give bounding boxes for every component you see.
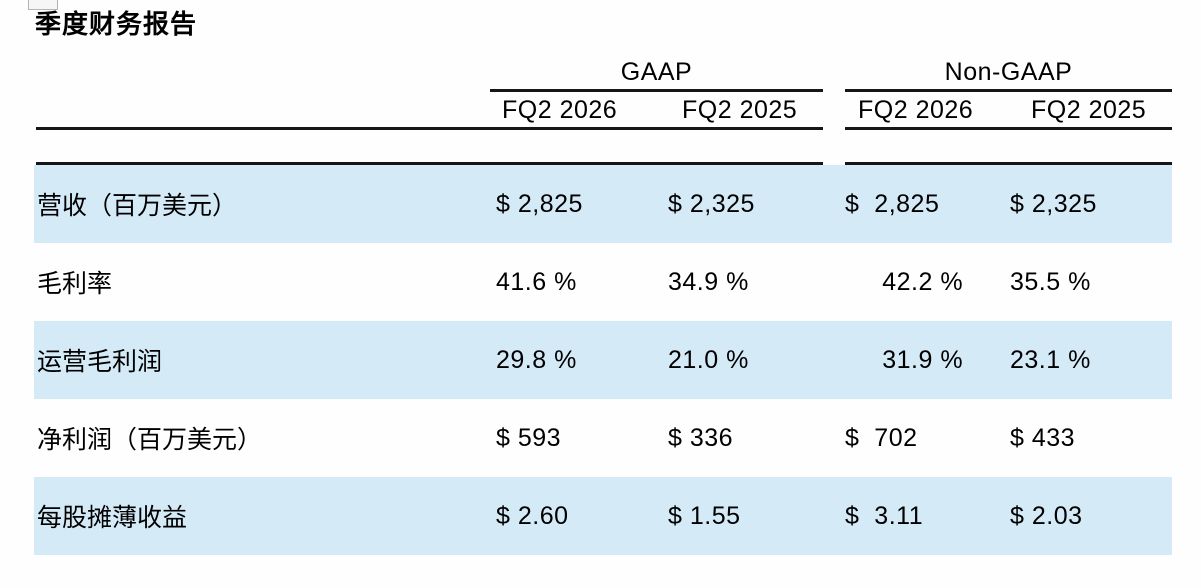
cell-non-gaap-fq2-2025: 35.5 %: [1010, 267, 1091, 296]
row-label: 运营毛利润: [37, 347, 163, 376]
row-label: 营收（百万美元）: [37, 191, 238, 220]
row-label: 毛利率: [37, 269, 113, 298]
col-header-gaap-fq2-2026: FQ2 2026: [502, 96, 618, 124]
table-row-diluted-eps: 每股摊薄收益 $ 2.60 $ 1.55 $ 3.11 $ 2.03: [34, 477, 1172, 555]
table-handle-artifact: [28, 0, 58, 10]
cell-gaap-fq2-2025: 21.0 %: [668, 345, 749, 374]
col-header-non-gaap-fq2-2026: FQ2 2026: [858, 96, 974, 124]
rule-body-top-left: [36, 162, 823, 165]
col-header-gaap-fq2-2025: FQ2 2025: [682, 96, 798, 124]
column-group-non-gaap: Non-GAAP: [944, 58, 1073, 86]
rule-gaap-underline: [490, 89, 823, 92]
cell-non-gaap-fq2-2025: $ 2,325: [1010, 189, 1097, 218]
row-label: 每股摊薄收益: [37, 503, 188, 532]
rule-non-gaap-underline: [845, 89, 1172, 92]
column-group-gaap: GAAP: [620, 58, 693, 86]
cell-gaap-fq2-2025: $ 2,325: [668, 189, 755, 218]
cell-gaap-fq2-2026: $ 2.60: [496, 501, 569, 530]
cell-non-gaap-fq2-2025: $ 433: [1010, 423, 1076, 452]
col-header-non-gaap-fq2-2025: FQ2 2025: [1031, 96, 1147, 124]
cell-gaap-fq2-2025: $ 1.55: [668, 501, 741, 530]
cell-gaap-fq2-2025: $ 336: [668, 423, 734, 452]
cell-non-gaap-fq2-2026: $ 3.11: [845, 501, 924, 530]
cell-non-gaap-fq2-2025: 23.1 %: [1010, 345, 1091, 374]
table-row-gross-margin: 毛利率 41.6 % 34.9 % 42.2 % 35.5 %: [34, 243, 1172, 321]
cell-gaap-fq2-2026: 29.8 %: [496, 345, 577, 374]
rule-header-bottom-right: [845, 127, 1172, 130]
page-title: 季度财务报告: [35, 10, 198, 40]
cell-gaap-fq2-2026: 41.6 %: [496, 267, 577, 296]
rule-header-bottom-left: [36, 127, 823, 130]
cell-gaap-fq2-2025: 34.9 %: [668, 267, 749, 296]
cell-non-gaap-fq2-2025: $ 2.03: [1010, 501, 1083, 530]
cell-gaap-fq2-2026: $ 2,825: [496, 189, 583, 218]
row-label: 净利润（百万美元）: [37, 425, 263, 454]
table-row-net-income: 净利润（百万美元） $ 593 $ 336 $ 702 $ 433: [34, 399, 1172, 477]
rule-body-top-right: [845, 162, 1172, 165]
cell-non-gaap-fq2-2026: 31.9 %: [845, 345, 964, 374]
table-row-operating-margin: 运营毛利润 29.8 % 21.0 % 31.9 % 23.1 %: [34, 321, 1172, 399]
cell-non-gaap-fq2-2026: 42.2 %: [845, 267, 964, 296]
table-row-revenue: 营收（百万美元） $ 2,825 $ 2,325 $ 2,825 $ 2,325: [34, 165, 1172, 243]
cell-gaap-fq2-2026: $ 593: [496, 423, 562, 452]
cell-non-gaap-fq2-2026: $ 2,825: [845, 189, 940, 218]
cell-non-gaap-fq2-2026: $ 702: [845, 423, 918, 452]
